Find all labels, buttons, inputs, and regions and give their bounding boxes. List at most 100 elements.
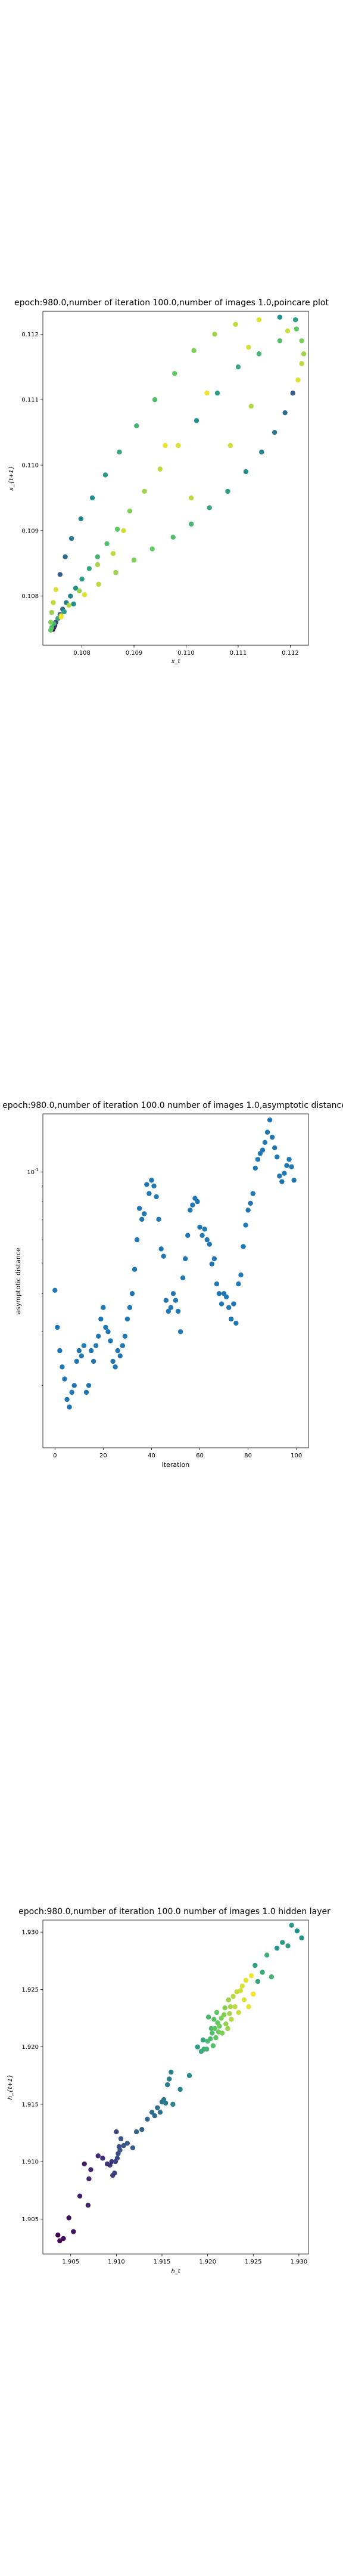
data-point	[134, 423, 139, 429]
data-point	[134, 1237, 140, 1243]
data-point	[157, 2110, 163, 2115]
data-point	[156, 1216, 161, 1222]
asymptotic-distance-chart: epoch:980.0,number of iteration 100.0 nu…	[2, 1101, 343, 1469]
data-point	[48, 627, 54, 633]
data-point	[96, 581, 101, 587]
hidden-layer-x-label: h_t	[171, 2268, 180, 2275]
data-point	[210, 2043, 216, 2048]
data-point	[103, 1324, 108, 1330]
data-point	[219, 2030, 225, 2036]
y-tick-label: 0.112	[21, 332, 39, 338]
data-point	[259, 449, 264, 455]
data-point	[299, 338, 304, 343]
data-point	[189, 521, 194, 527]
data-point	[291, 1178, 297, 1183]
data-point	[236, 1281, 241, 1287]
data-point	[248, 404, 254, 409]
data-point	[81, 1343, 87, 1348]
data-point	[238, 1988, 244, 1993]
data-point	[243, 469, 249, 475]
data-point	[183, 1256, 188, 1262]
data-point	[207, 1241, 212, 1247]
asymptotic-y-ticks: 10-1	[27, 1168, 43, 1386]
poincare-x-ticks: 0.108 0.109 0.110 0.111 0.112	[73, 645, 299, 657]
data-point	[225, 488, 230, 494]
asymptotic-points	[52, 1117, 297, 1410]
data-point	[275, 1154, 280, 1160]
data-point	[63, 554, 68, 559]
x-tick-label: 0.109	[126, 650, 143, 657]
x-tick-label: 1.920	[199, 2259, 216, 2265]
data-point	[91, 1358, 96, 1364]
data-point	[71, 601, 76, 607]
hidden-layer-chart: epoch:980.0,number of iteration 100.0 nu…	[7, 1907, 330, 2275]
data-point	[208, 2036, 213, 2042]
data-point	[71, 1383, 77, 1388]
data-point	[189, 495, 194, 501]
data-point	[112, 2171, 117, 2176]
data-point	[236, 2010, 241, 2015]
data-point	[233, 1320, 239, 1326]
hidden-layer-y-label: h_{t+1}	[7, 2075, 14, 2100]
x-tick-label: 0.108	[73, 650, 91, 657]
data-point	[279, 1179, 285, 1184]
data-point	[77, 2193, 83, 2199]
data-point	[110, 1358, 116, 1364]
data-point	[146, 1191, 152, 1196]
data-point	[108, 1338, 113, 1343]
data-point	[151, 1183, 157, 1189]
data-point	[211, 2017, 217, 2022]
data-point	[233, 321, 238, 327]
data-point	[158, 1246, 164, 1252]
data-point	[219, 1301, 224, 1306]
data-point	[204, 2046, 210, 2052]
data-point	[74, 1358, 79, 1364]
poincare-chart-title: epoch:980.0,number of iteration 100.0,nu…	[14, 298, 329, 308]
data-point	[85, 2203, 91, 2208]
y-tick-label: 0.109	[21, 528, 39, 534]
data-point	[163, 1298, 169, 1303]
data-point	[132, 1267, 138, 1272]
data-point	[170, 1291, 176, 1296]
data-point	[190, 1202, 195, 1208]
data-point	[86, 2176, 92, 2182]
data-point	[83, 1389, 89, 1395]
data-point	[52, 1287, 58, 1293]
data-point	[61, 2236, 66, 2241]
asymptotic-y-label: asymptotic distance	[14, 1247, 22, 1314]
data-point	[114, 2156, 120, 2161]
x-tick-label: 40	[148, 1453, 155, 1459]
asymptotic-plot-area	[42, 1113, 309, 1448]
data-point	[161, 1253, 166, 1259]
data-point	[168, 1305, 174, 1310]
data-point	[197, 1224, 202, 1230]
data-point	[163, 2100, 169, 2106]
data-point	[131, 558, 137, 563]
data-point	[71, 2229, 76, 2234]
data-point	[294, 1928, 300, 1934]
data-point	[229, 1316, 234, 1322]
data-point	[235, 364, 241, 370]
data-point	[95, 562, 101, 568]
data-point	[186, 2073, 192, 2078]
data-point	[260, 1970, 265, 1975]
data-point	[57, 2238, 63, 2244]
data-point	[239, 1983, 245, 1989]
data-point	[127, 508, 133, 514]
hidden-layer-points	[55, 1922, 304, 2244]
data-point	[223, 1294, 229, 1300]
data-point	[180, 1275, 186, 1281]
data-point	[55, 1324, 60, 1330]
data-point	[267, 1117, 273, 1123]
data-point	[219, 2015, 224, 2021]
data-point	[225, 2026, 230, 2032]
y-tick-label: 0.111	[21, 397, 39, 404]
data-point	[256, 317, 262, 323]
y-tick-label: 1.910	[21, 2159, 39, 2166]
data-point	[289, 1164, 294, 1169]
data-point	[241, 1997, 247, 2002]
data-point	[251, 1991, 256, 1997]
data-point	[57, 1348, 63, 1354]
data-point	[204, 1237, 210, 1243]
